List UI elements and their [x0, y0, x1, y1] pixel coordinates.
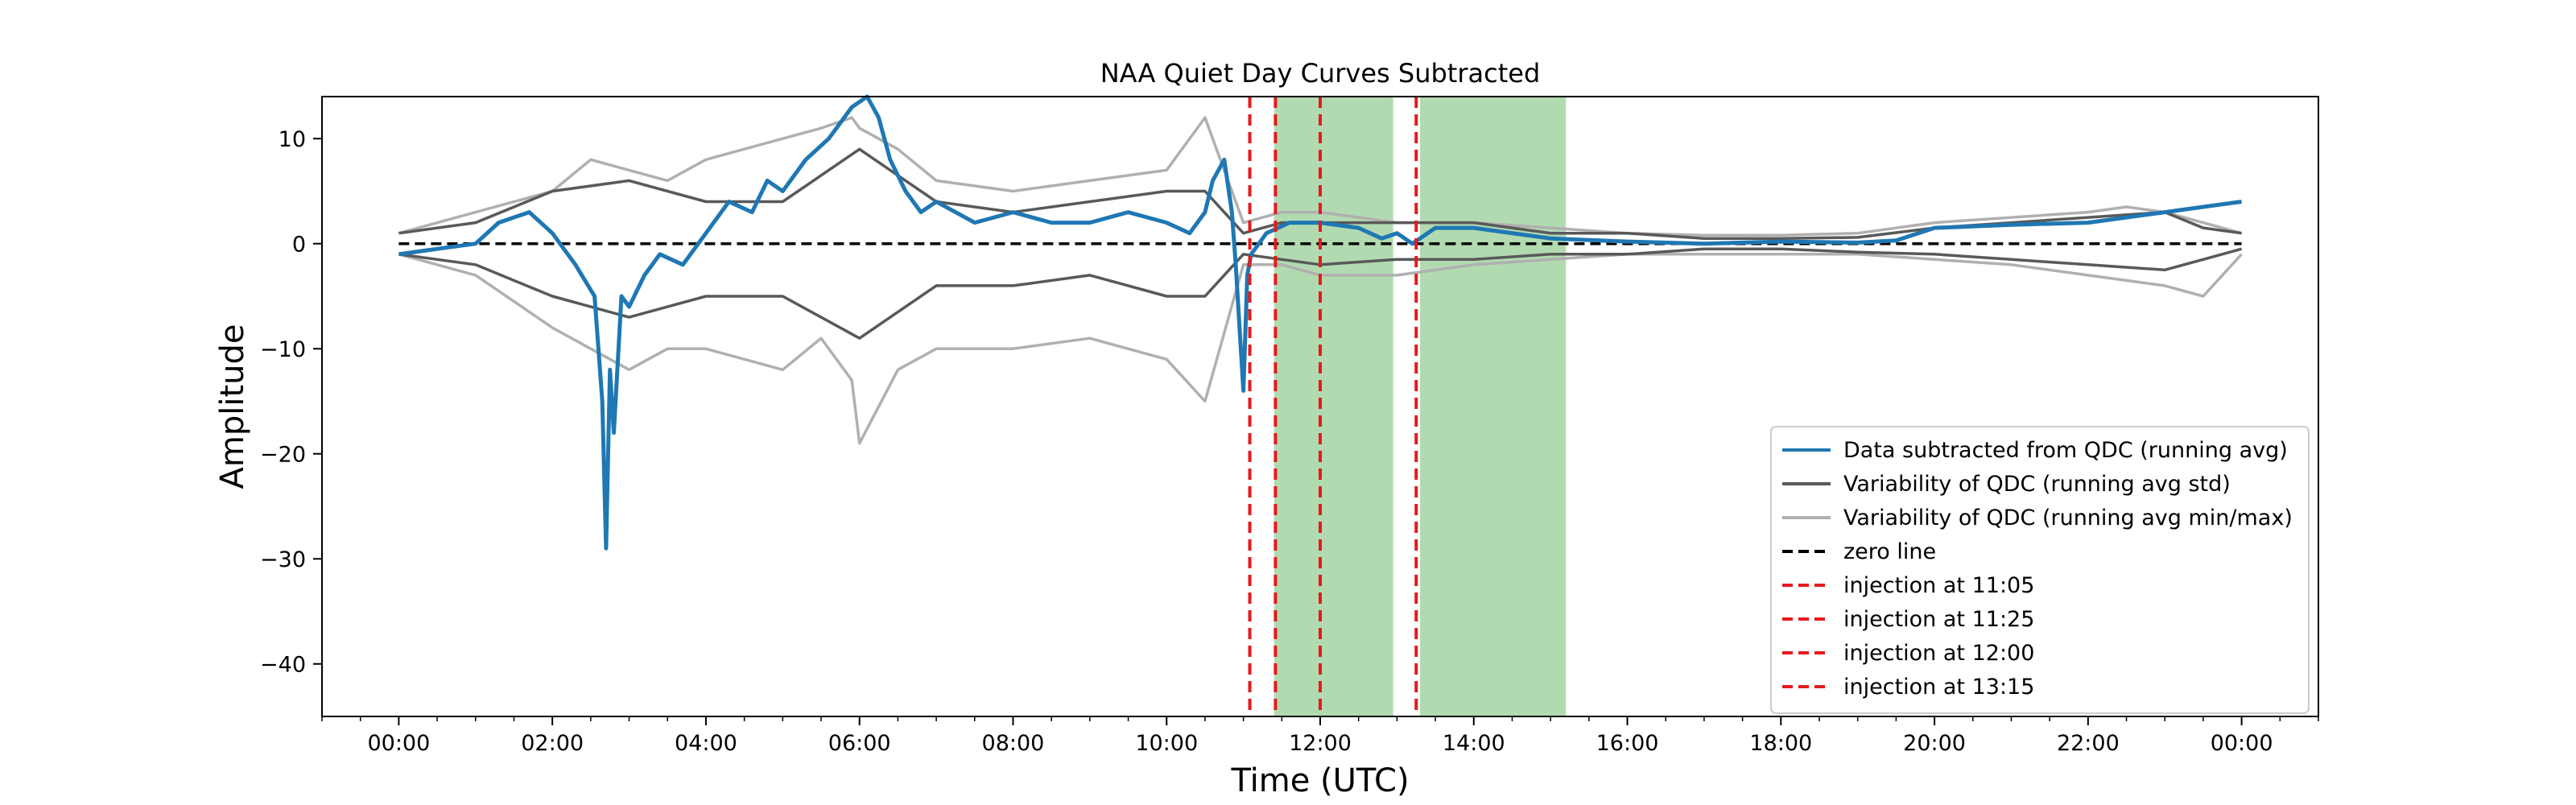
data-line — [398, 94, 2242, 551]
y-tick-label: 0 — [292, 233, 306, 258]
x-tick-label: 10:00 — [1135, 731, 1198, 756]
shaded-region-1 — [1274, 97, 1393, 716]
x-axis-ticks: 00:00 02:00 04:00 06:00 08:00 10:00 12:00 14:00… — [321, 716, 2319, 756]
x-tick-label: 18:00 — [1749, 731, 1812, 756]
legend-label: Variability of QDC (running avg min/max) — [1843, 506, 2293, 530]
shaded-region-2 — [1420, 97, 1567, 716]
y-tick-label: −20 — [260, 443, 306, 468]
injection-lines — [1248, 97, 1418, 716]
y-tick-label: −30 — [260, 547, 306, 572]
legend-label: Data subtracted from QDC (running avg) — [1843, 438, 2288, 463]
legend-label: zero line — [1843, 539, 1936, 564]
x-tick-label: 22:00 — [2057, 731, 2120, 756]
shaded-regions — [1274, 97, 1567, 716]
x-axis-label: Time (UTC) — [1230, 762, 1409, 799]
legend-label: Variability of QDC (running avg std) — [1843, 472, 2231, 497]
y-tick-label: 10 — [279, 127, 306, 152]
legend-label: injection at 13:15 — [1843, 675, 2034, 700]
legend-label: injection at 12:00 — [1843, 641, 2034, 666]
minmax-lower-line — [398, 253, 2243, 445]
y-axis-label: Amplitude — [214, 324, 251, 489]
y-tick-label: −10 — [260, 337, 306, 362]
y-tick-label: −40 — [260, 653, 306, 678]
legend-label: injection at 11:25 — [1843, 607, 2034, 632]
legend: Data subtracted from QDC (running avg) Va… — [1770, 426, 2310, 714]
x-tick-label: 14:00 — [1443, 731, 1505, 756]
chart-title: NAA Quiet Day Curves Subtracted — [1100, 58, 1541, 89]
x-tick-label: 02:00 — [521, 731, 584, 756]
legend-label: injection at 11:05 — [1843, 573, 2034, 598]
legend-box — [1770, 426, 2310, 714]
x-tick-label: 04:00 — [675, 731, 737, 756]
y-axis-ticks: 10 0 −10 −20 −30 −40 — [260, 127, 322, 678]
x-tick-label: 12:00 — [1289, 731, 1352, 756]
std-lower-line — [398, 247, 2243, 340]
x-tick-label: 00:00 — [2211, 731, 2273, 756]
x-tick-label: 06:00 — [828, 731, 891, 756]
x-tick-label: 20:00 — [1903, 731, 1966, 756]
x-tick-label: 08:00 — [982, 731, 1045, 756]
x-tick-label: 00:00 — [367, 731, 430, 756]
x-tick-label: 16:00 — [1596, 731, 1659, 756]
